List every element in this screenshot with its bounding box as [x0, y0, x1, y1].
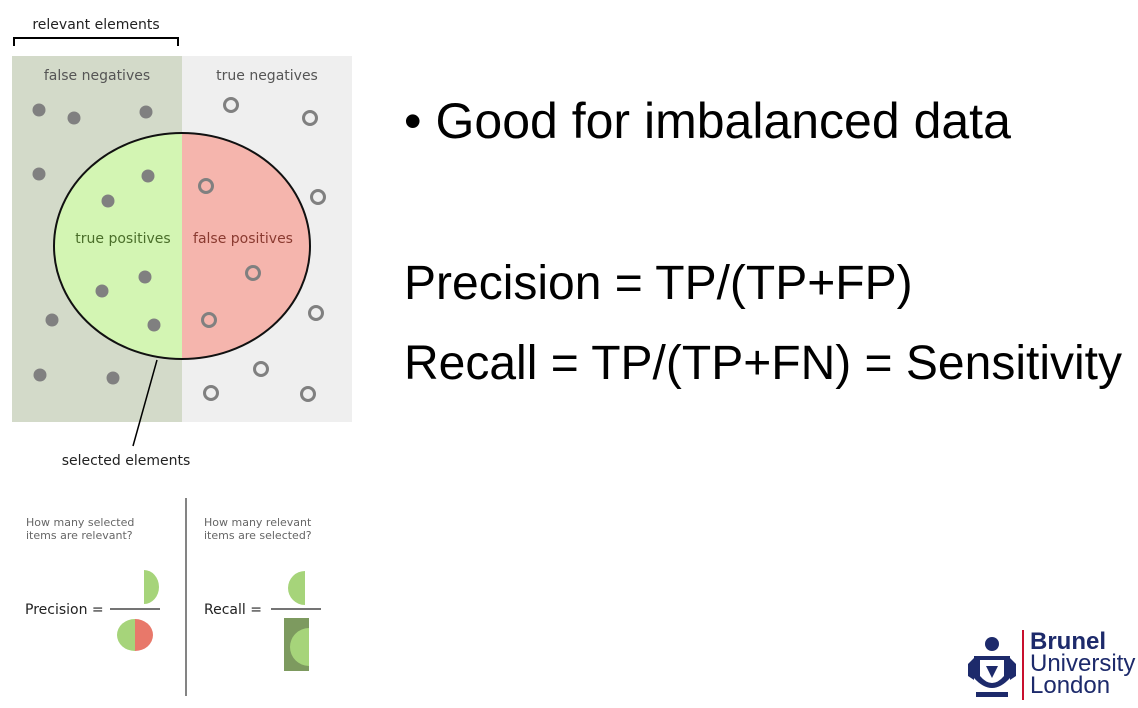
irrelevant-dot [201, 312, 217, 328]
relevant-dot [45, 313, 59, 327]
irrelevant-dot [203, 385, 219, 401]
precision-formula: Precision = TP/(TP+FP) [404, 257, 913, 310]
relevant-dot [33, 368, 47, 382]
logo-line-3: London [1030, 672, 1111, 699]
relevant-dot [138, 270, 152, 284]
true-positives-label: true positives [75, 231, 170, 247]
precision-recall-diagram: relevant elements false negatives true n… [0, 0, 360, 708]
false-negatives-label: false negatives [44, 68, 150, 84]
brunel-university-logo: Brunel University London [958, 628, 1136, 704]
precision-question-line-1: How many selected [26, 516, 134, 529]
precision-numerator-half [144, 570, 159, 604]
relevant-dot [106, 371, 120, 385]
relevant-dot [67, 111, 81, 125]
precision-question-line-2: items are relevant? [26, 529, 133, 542]
relevant-dot [139, 105, 153, 119]
recall-numerator-half [288, 571, 305, 605]
irrelevant-dot [300, 386, 316, 402]
bullet-text: Good for imbalanced data [435, 93, 1011, 149]
selected-elements-label: selected elements [62, 453, 191, 469]
irrelevant-dot [198, 178, 214, 194]
precision-denominator-right [135, 619, 153, 651]
irrelevant-dot [253, 361, 269, 377]
relevant-elements-label: relevant elements [32, 17, 159, 33]
selected-pointer-line [132, 359, 158, 447]
relevant-dot [101, 194, 115, 208]
recall-formula: Recall = TP/(TP+FN) = Sensitivity [404, 337, 1122, 390]
bullet-symbol: • [404, 93, 422, 149]
relevant-dot [32, 103, 46, 117]
precision-recall-svg: relevant elements false negatives true n… [12, 17, 352, 696]
precision-small-label: Precision = [25, 602, 104, 618]
logo-line-1: Brunel [1030, 628, 1107, 655]
logo-line-2: University [1030, 650, 1136, 677]
relevant-dot [141, 169, 155, 183]
recall-question-line-1: How many relevant [204, 516, 312, 529]
false-positives-region [182, 133, 310, 359]
university-crest-icon [968, 637, 1016, 697]
recall-denominator-half [290, 628, 309, 666]
recall-small-label: Recall = [204, 602, 262, 618]
relevant-dot [95, 284, 109, 298]
irrelevant-dot [302, 110, 318, 126]
bullet-point: • Good for imbalanced data [404, 92, 1011, 150]
irrelevant-dots [198, 97, 326, 402]
false-positives-label: false positives [193, 231, 293, 247]
relevant-dot [147, 318, 161, 332]
relevant-dots [32, 103, 161, 385]
selected-ellipse-outline [53, 132, 311, 360]
irrelevant-dot [308, 305, 324, 321]
irrelevant-dot [223, 97, 239, 113]
true-positives-region [54, 133, 182, 359]
precision-denominator-left [117, 619, 135, 651]
relevant-bracket [13, 37, 179, 46]
recall-question-line-2: items are selected? [204, 529, 312, 542]
true-negatives-label: true negatives [216, 68, 318, 84]
logo-divider [1022, 630, 1024, 700]
irrelevant-dot [310, 189, 326, 205]
relevant-dot [32, 167, 46, 181]
irrelevant-dot [245, 265, 261, 281]
